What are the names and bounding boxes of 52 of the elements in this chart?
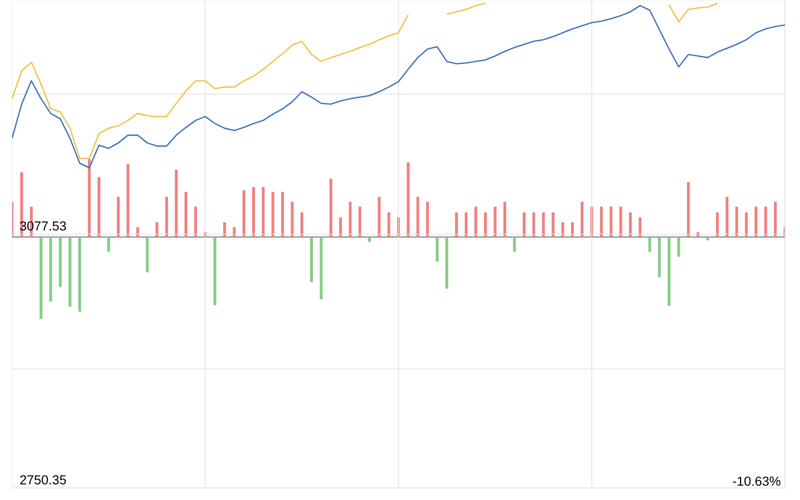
bar — [600, 206, 603, 238]
bar — [320, 237, 323, 300]
bar — [98, 177, 100, 238]
bar — [754, 206, 758, 238]
bar — [136, 227, 140, 238]
bar — [146, 237, 149, 272]
bar — [668, 237, 670, 306]
bar — [658, 237, 661, 278]
bar — [716, 212, 719, 238]
annotation: -10.63% — [732, 476, 780, 486]
bar — [242, 190, 246, 238]
bar — [368, 237, 371, 242]
bar — [513, 237, 516, 252]
bar — [329, 178, 332, 238]
bar — [156, 222, 158, 238]
bar — [78, 237, 82, 312]
bar — [706, 237, 710, 240]
bar — [223, 222, 226, 238]
bar — [464, 212, 468, 238]
bar — [610, 206, 612, 238]
bar — [310, 237, 313, 282]
bar — [49, 237, 52, 302]
bar — [300, 212, 304, 238]
bar — [726, 196, 728, 238]
bar — [638, 217, 642, 238]
y-tick-label: 2750.35 — [20, 475, 66, 484]
bar — [686, 182, 690, 238]
bar — [542, 212, 545, 238]
bar — [426, 202, 429, 238]
bar — [580, 202, 584, 238]
bar — [194, 206, 197, 238]
bar — [494, 206, 497, 238]
bar — [126, 164, 130, 238]
y-tick-label: 3077.53 — [20, 221, 66, 231]
bar — [629, 212, 632, 238]
bar — [107, 237, 110, 252]
bar — [339, 217, 342, 238]
bar — [184, 192, 188, 238]
bar — [648, 237, 652, 252]
bar — [522, 212, 526, 238]
bar — [358, 206, 362, 238]
bar — [552, 212, 554, 238]
bar — [271, 192, 274, 238]
bar — [252, 186, 255, 238]
bar — [571, 222, 574, 238]
bar — [40, 237, 42, 320]
bar — [68, 237, 72, 307]
bar — [484, 212, 487, 238]
bar — [281, 192, 284, 238]
bar — [214, 237, 216, 306]
bar — [455, 212, 458, 238]
bar — [165, 196, 168, 238]
